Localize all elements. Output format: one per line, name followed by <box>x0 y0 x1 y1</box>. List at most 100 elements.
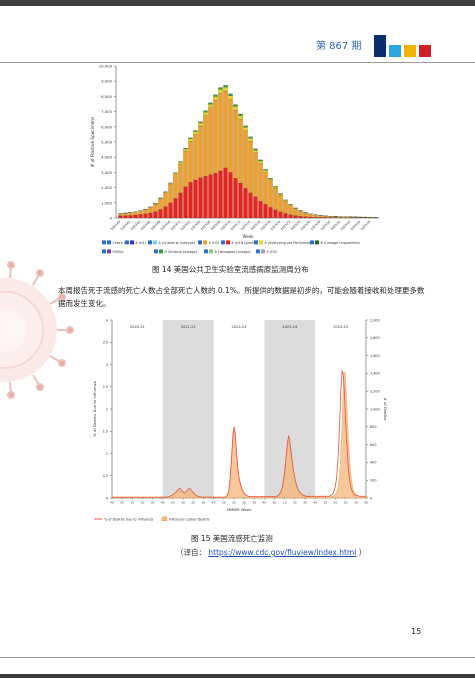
bar-segment <box>278 211 283 219</box>
bar-segment <box>303 212 308 217</box>
x-tick-label: 50 <box>273 501 277 505</box>
x-tick-label: 202538 <box>360 220 371 231</box>
legend-label: A (H1N1)pdm09 <box>232 241 259 245</box>
x-tick-label: 202524 <box>290 220 301 231</box>
x-tick-label: 20 <box>141 501 145 505</box>
legend-label: % of Deaths due to Influenza <box>104 517 153 521</box>
bar-segment <box>123 213 128 216</box>
left-tick-label: 0 <box>106 496 108 500</box>
bar-segment <box>228 93 233 96</box>
bar-segment <box>173 172 178 174</box>
bar-segment <box>303 216 308 219</box>
right-axis-label: # of Deaths <box>383 398 388 421</box>
legend-swatch <box>107 240 111 245</box>
header-rule <box>0 62 475 63</box>
legend-checkbox <box>148 240 152 245</box>
y-tick-label: 1,000 <box>101 200 112 205</box>
bar-segment <box>328 217 333 219</box>
bar-segment <box>208 174 213 219</box>
x-tick-label: 202442 <box>120 220 131 231</box>
bar-segment <box>258 160 263 164</box>
bar-segment <box>293 208 298 209</box>
bar-segment <box>158 198 163 199</box>
bar-segment <box>198 125 203 178</box>
y-tick-label: 10,000 <box>99 64 113 69</box>
bar-segment <box>228 95 233 100</box>
bar-segment <box>203 115 208 177</box>
legend-checkbox <box>254 240 258 245</box>
legend-checkbox <box>256 249 260 254</box>
x-tick-label: 202532 <box>330 220 341 231</box>
x-tick-label: 20 <box>191 501 195 505</box>
source-prefix: （译自： <box>176 548 206 557</box>
source-link[interactable]: https://www.cdc.gov/fluview/index.html <box>208 548 357 557</box>
bar-segment <box>183 148 188 150</box>
x-tick-label: 202516 <box>250 220 261 231</box>
bar-segment <box>213 94 218 97</box>
bar-segment <box>138 210 143 215</box>
bar-segment <box>298 216 303 219</box>
bottom-bar <box>0 674 475 678</box>
bar-segment <box>168 183 173 185</box>
bar-segment <box>193 130 198 132</box>
bar-segment <box>143 213 148 219</box>
x-tick-label: 202514 <box>240 220 251 231</box>
y-tick-label: 6,000 <box>101 124 112 129</box>
x-tick-label: 202508 <box>210 220 221 231</box>
x-tick-label: 40 <box>161 501 165 505</box>
legend-swatch <box>107 249 111 254</box>
right-tick-label: 0 <box>370 496 372 500</box>
bar-segment <box>223 85 228 88</box>
issue-number: 第 867 期 <box>316 41 362 52</box>
left-tick-label: 0.5 <box>103 474 108 478</box>
bar-segment <box>118 215 123 219</box>
bar-segment <box>238 119 243 184</box>
bar-segment <box>283 199 288 201</box>
bar-segment <box>178 163 183 193</box>
bar-segment <box>308 214 313 218</box>
bar-segment <box>208 107 213 175</box>
bar-segment <box>223 167 228 219</box>
bar-segment <box>243 188 248 219</box>
x-tick-label: 10 <box>283 501 287 505</box>
figure-15-caption: 图 15 美国流感死亡监测 <box>191 534 273 543</box>
bar-segment <box>233 106 238 111</box>
bar-segment <box>288 214 293 219</box>
y-tick-label: 0 <box>110 216 113 221</box>
x-tick-label: 10 <box>181 501 185 505</box>
x-tick-label: 202452 <box>170 220 181 231</box>
bar-segment <box>193 134 198 181</box>
season-label: 2022-23 <box>231 325 246 329</box>
x-tick-label: 202518 <box>260 220 271 231</box>
bar-segment <box>158 209 163 219</box>
season-label: 2024-25 <box>333 325 348 329</box>
season-label: 2023-24 <box>282 325 298 329</box>
legend-label: A (Subtyping not Performed) <box>265 241 312 245</box>
bar-segment <box>218 87 223 90</box>
bar-segment <box>193 179 198 219</box>
bar-segment <box>128 215 133 219</box>
legend-label: Influenza Coded Deaths <box>169 517 210 521</box>
bar-segment <box>203 112 208 116</box>
bar-segment <box>273 187 278 189</box>
bar-segment <box>203 110 208 113</box>
left-tick-label: 2.5 <box>103 385 108 389</box>
bar-segment <box>283 200 288 202</box>
x-tick-label: 30 <box>151 501 155 505</box>
x-tick-label: 202530 <box>320 220 331 231</box>
body-paragraph: 本周报告死于流感的死亡人数占全部死亡人数的 0.1%。所提供的数据是初步的，可能… <box>58 286 425 308</box>
bar-segment <box>328 216 333 218</box>
bar-segment <box>263 169 268 171</box>
bar-segment <box>288 204 293 206</box>
right-tick-label: 1,200 <box>370 390 380 394</box>
bar-segment <box>273 186 278 188</box>
x-tick-label: 30 <box>252 501 256 505</box>
bar-segment <box>268 180 273 208</box>
x-axis-label: Week <box>243 234 255 239</box>
bar-segment <box>193 131 198 135</box>
right-tick-label: 600 <box>370 443 376 447</box>
bar-segment <box>223 87 228 92</box>
x-tick-label: 202502 <box>180 220 191 231</box>
bar-segment <box>173 174 178 199</box>
bar-segment <box>253 152 258 197</box>
